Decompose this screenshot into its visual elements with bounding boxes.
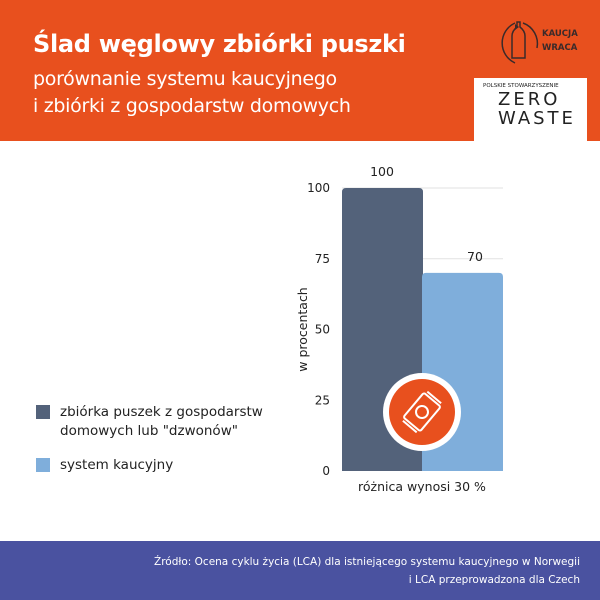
logo-text-2: WRACA [542,43,578,53]
legend-item-deposit: system kaucyjny [36,456,173,475]
y-tick-label: 25 [315,393,330,407]
logo-text-1: KAUCJA [542,29,578,39]
subtitle-line2: i zbiórki z gospodarstw domowych [33,95,351,117]
y-tick-label: 100 [307,181,330,195]
x-axis-label: różnica wynosi 30 % [358,479,486,494]
title: Ślad węglowy zbiórki puszki [33,30,406,58]
zero-waste-big: ZERO WASTE [498,90,576,128]
zero-text: ZERO [498,89,561,110]
can-badge [389,379,455,445]
legend-swatch-dark [36,405,50,419]
bar-value-label: 70 [467,249,483,264]
legend-item-household: zbiórka puszek z gospodarstw domowych lub… [36,403,263,441]
source-line2: i LCA przeprowadzona dla Czech [408,574,580,586]
y-axis-label: w procentach [295,287,310,372]
bottle-recycle-icon [501,21,539,64]
legend-label: domowych lub "dzwonów" [60,423,238,439]
subtitle-line1: porównanie systemu kaucyjnego [33,68,337,90]
bar-chart: 0 25 50 75 100 w procentach 100 70 różnica wynos… [295,164,503,494]
zero-waste-logo: POLSKIE STOWARZYSZENIE ZERO WASTE [474,78,587,141]
legend-label: zbiórka puszek z gospodarstw [60,404,263,420]
zero-waste-small: POLSKIE STOWARZYSZENIE [483,83,559,89]
y-tick-label: 0 [322,464,330,478]
kaucja-wraca-logo: KAUCJA WRACA [542,27,578,55]
legend-swatch-light [36,458,50,472]
y-tick-label: 75 [315,252,330,266]
header: Ślad węglowy zbiórki puszki porównanie s… [0,0,600,141]
y-tick-label: 50 [315,323,330,337]
bar-value-label: 100 [370,164,394,179]
source-line1: Źródło: Ocena cyklu życia (LCA) dla istn… [154,556,580,568]
legend-label: system kaucyjny [60,457,174,473]
waste-text: WASTE [498,108,576,129]
can-icon [402,390,442,434]
footer-source: Źródło: Ocena cyklu życia (LCA) dla istn… [0,541,600,600]
